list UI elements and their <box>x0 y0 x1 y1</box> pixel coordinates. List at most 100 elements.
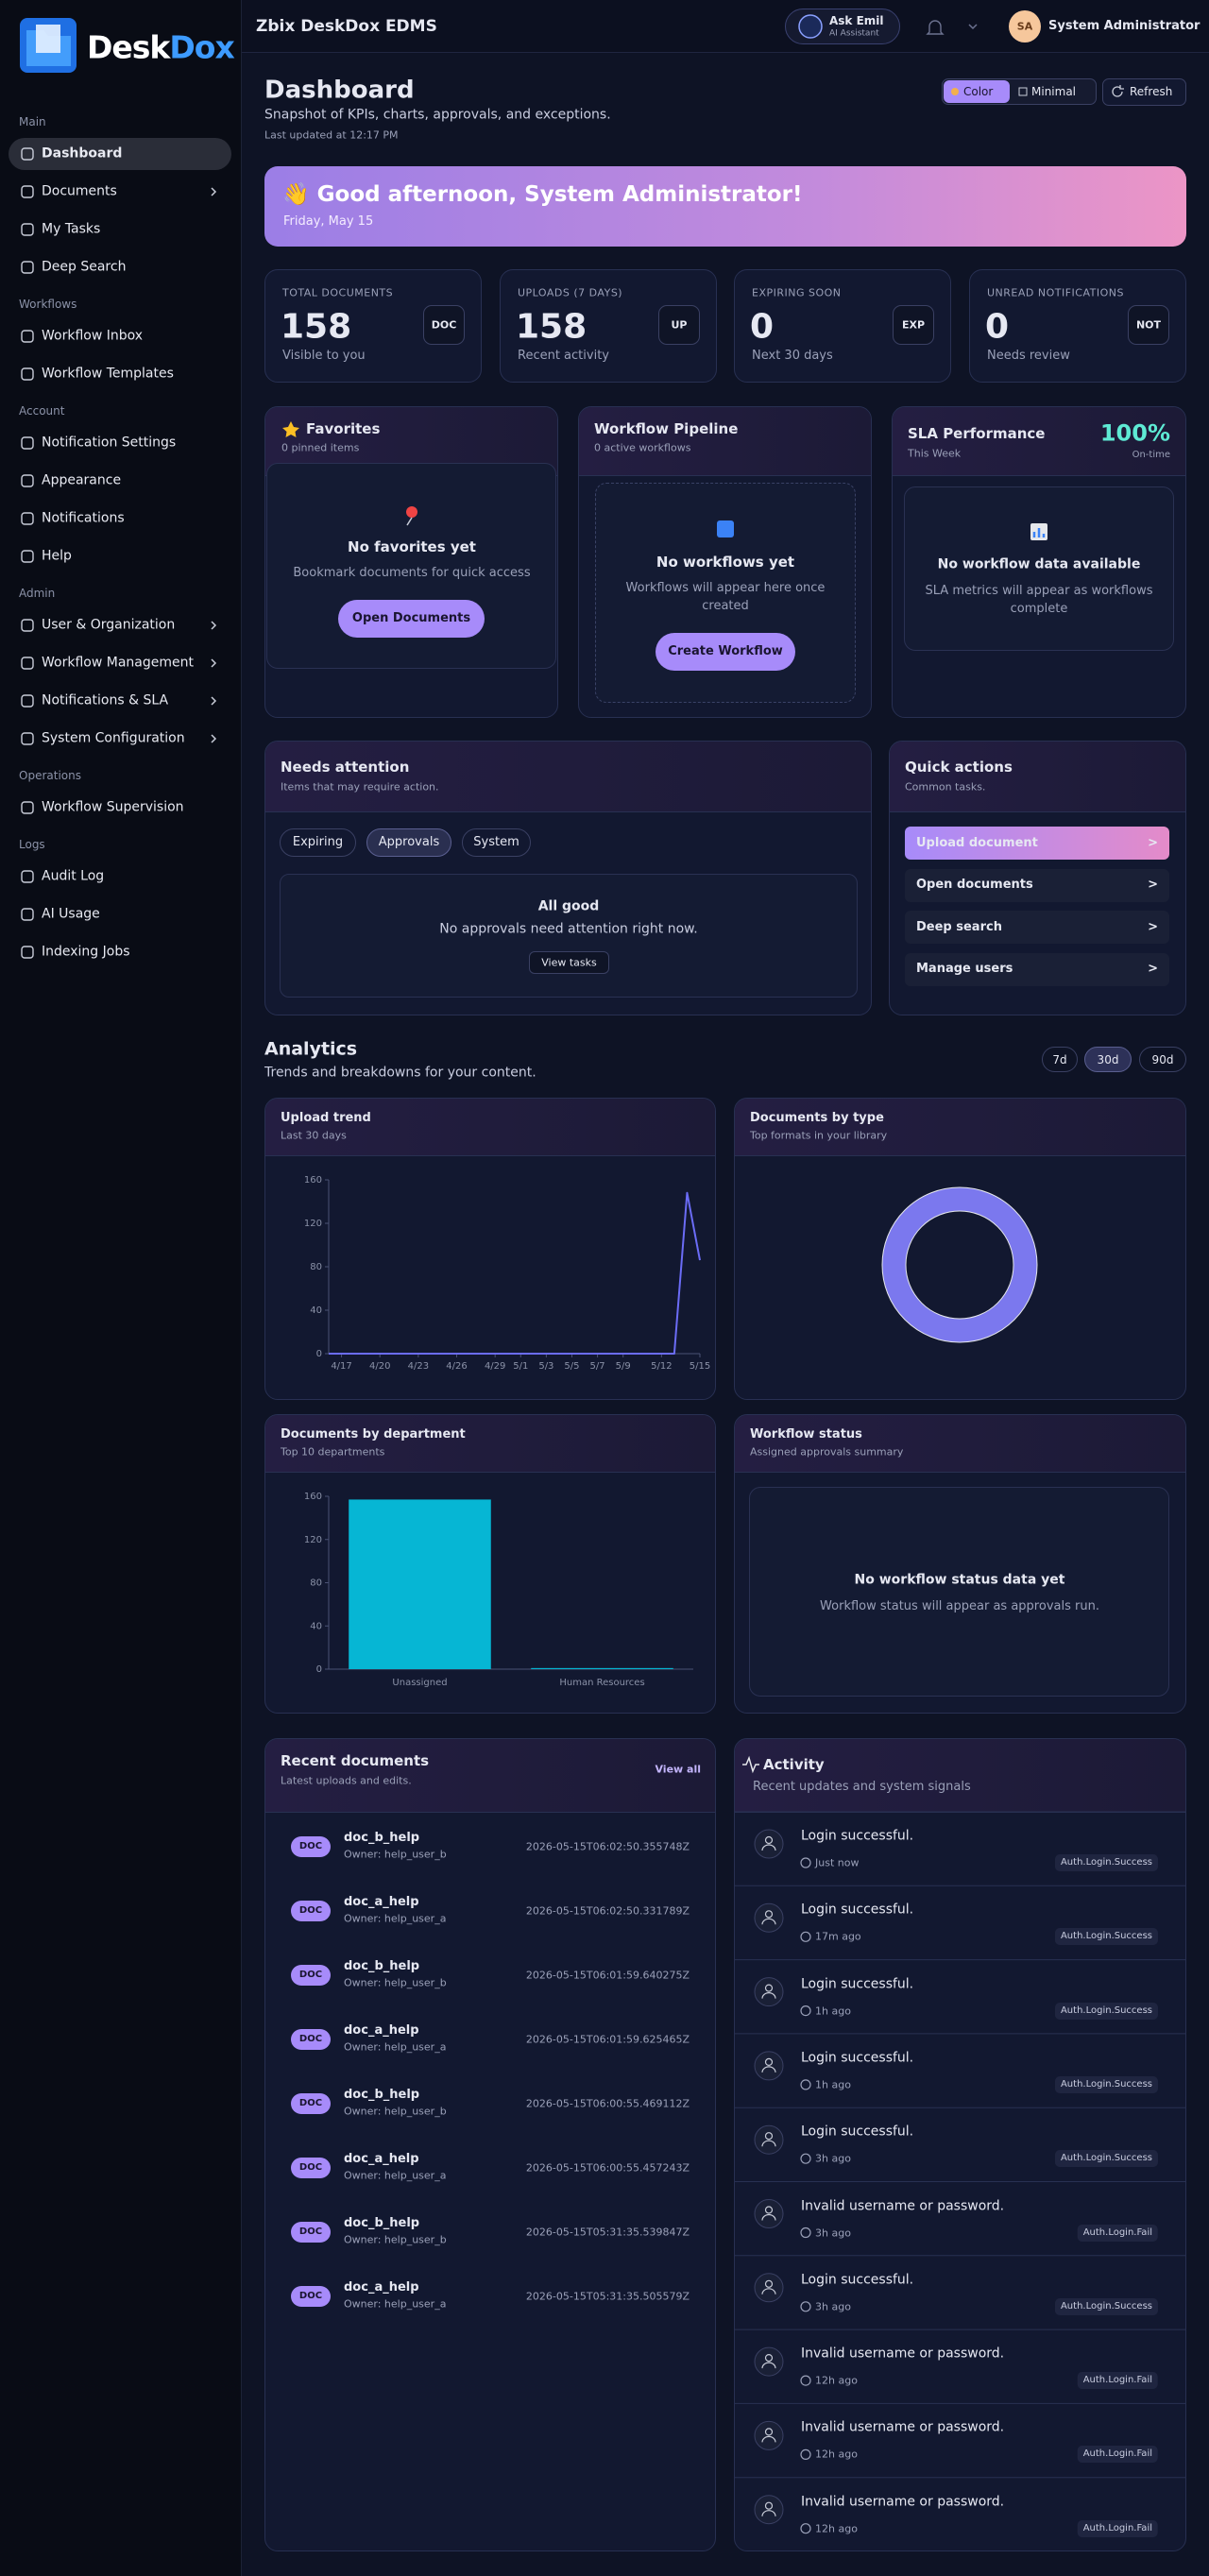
nav-item[interactable]: Indexing Jobs <box>42 944 130 960</box>
filter-tab[interactable] <box>366 828 451 857</box>
greeting-date: Friday, May 15 <box>283 214 374 230</box>
filter-tab[interactable] <box>280 828 356 857</box>
card-subtitle: Common tasks. <box>905 780 986 793</box>
nav-item[interactable]: Dashboard <box>42 145 123 162</box>
quick-action-arrow: > <box>1148 835 1158 850</box>
greeting: 👋 Good afternoon, System Administrator! <box>282 182 803 208</box>
nav-item[interactable]: System Configuration <box>42 730 185 746</box>
doc-owner: Owner: help_user_a <box>344 2040 447 2054</box>
nav-item[interactable]: Workflow Supervision <box>42 799 184 815</box>
sidebar <box>0 0 242 2576</box>
doc-owner: Owner: help_user_b <box>344 1848 447 1861</box>
empty-text: Bookmark documents for quick access <box>293 566 531 581</box>
card-subtitle: Latest uploads and edits. <box>281 1774 412 1787</box>
attention-card-header <box>265 742 871 812</box>
nav-item[interactable]: Notifications <box>42 510 125 526</box>
chart-card-header <box>265 1099 715 1156</box>
activity-tag: Auth.Login.Success <box>1054 2150 1158 2168</box>
doc-badge <box>291 2222 331 2243</box>
range-button[interactable] <box>1139 1047 1186 1072</box>
chart-title: Workflow status <box>750 1427 862 1442</box>
doc-name[interactable]: doc_a_help <box>344 2023 419 2039</box>
view-all-link[interactable]: View all <box>655 1763 701 1776</box>
activity-time: 1h ago <box>815 2078 851 2091</box>
secondary-button[interactable] <box>529 951 609 974</box>
nav-item[interactable]: Workflow Management <box>42 655 194 671</box>
chart-card-header <box>265 1415 715 1473</box>
doc-name[interactable]: doc_b_help <box>344 2216 420 2231</box>
greeting-banner <box>264 166 1186 247</box>
doc-time: 2026-05-15T06:02:50.331789Z <box>525 1904 690 1918</box>
nav-section: Workflows <box>19 297 77 311</box>
kpi-note: Next 30 days <box>752 349 833 364</box>
quick-action[interactable] <box>905 911 1169 944</box>
doc-owner: Owner: help_user_b <box>344 1976 447 1989</box>
recent-card-header <box>265 1739 715 1813</box>
chart-card-header <box>735 1099 1185 1156</box>
quick-action-label: Open documents <box>916 878 1033 893</box>
nav-item[interactable]: Workflow Inbox <box>42 328 144 344</box>
page-subtitle: Snapshot of KPIs, charts, approvals, and… <box>264 107 611 123</box>
assistant-name: Ask Emil <box>829 13 884 27</box>
doc-owner: Owner: help_user_a <box>344 2297 447 2311</box>
quick-action[interactable] <box>905 952 1169 986</box>
nav-item[interactable]: Workflow Templates <box>42 366 174 382</box>
nav-item[interactable]: Appearance <box>42 472 122 488</box>
doc-name[interactable]: doc_b_help <box>344 1959 420 1974</box>
assistant-sub: AI Assistant <box>829 28 879 39</box>
primary-button[interactable] <box>338 600 485 638</box>
mode-label: Minimal <box>1031 84 1077 98</box>
nav-item[interactable]: Notification Settings <box>42 435 177 451</box>
activity-text: Login successful. <box>801 2124 914 2140</box>
nav-section: Admin <box>19 586 56 600</box>
quick-action-arrow: > <box>1148 962 1158 977</box>
activity-text: Login successful. <box>801 2050 914 2066</box>
activity-card-header <box>735 1739 1185 1813</box>
activity-time: 3h ago <box>815 2152 851 2165</box>
recent-card <box>264 1738 716 2551</box>
activity-tag: Auth.Login.Fail <box>1077 2519 1158 2537</box>
user-name[interactable]: System Administrator <box>1048 19 1200 34</box>
doc-name[interactable]: doc_b_help <box>344 2088 420 2103</box>
doc-badge-label: DOC <box>298 1905 323 1916</box>
nav-item[interactable]: Deep Search <box>42 259 127 275</box>
doc-name[interactable]: doc_b_help <box>344 1831 420 1846</box>
kpi-value: 158 <box>281 307 352 347</box>
empty-box <box>904 486 1174 651</box>
activity-tag: Auth.Login.Fail <box>1077 2446 1158 2464</box>
kpi-note: Recent activity <box>518 349 609 364</box>
card-title: Favorites <box>306 420 381 437</box>
quick-action[interactable] <box>905 868 1169 902</box>
kpi-badge-label: NOT <box>1135 318 1162 332</box>
activity-time: 12h ago <box>815 2448 858 2461</box>
doc-name[interactable]: doc_a_help <box>344 1895 419 1910</box>
primary-button[interactable] <box>656 633 795 671</box>
nav-item[interactable]: Notifications & SLA <box>42 692 169 708</box>
filter-tab[interactable] <box>462 828 531 857</box>
mode-label: Color <box>963 84 994 98</box>
filter-tab-label: Expiring <box>292 835 344 850</box>
range-button-label: 90d <box>1151 1052 1174 1066</box>
card-title: Recent documents <box>281 1752 430 1769</box>
doc-name[interactable]: doc_a_help <box>344 2152 419 2167</box>
nav-item[interactable]: Documents <box>42 183 117 199</box>
range-button[interactable] <box>1042 1047 1078 1072</box>
range-button[interactable] <box>1084 1047 1132 1072</box>
kpi-badge <box>1128 305 1169 345</box>
doc-time: 2026-05-15T06:01:59.625465Z <box>525 2033 690 2046</box>
doc-name[interactable]: doc_a_help <box>344 2280 419 2295</box>
quick-action[interactable] <box>905 827 1169 860</box>
chart-title: Documents by type <box>750 1111 884 1126</box>
nav-item[interactable]: AI Usage <box>42 906 100 922</box>
quick-action-label: Deep search <box>916 919 1002 934</box>
nav-item[interactable]: User & Organization <box>42 617 176 633</box>
brand: DeskDox <box>87 29 235 66</box>
nav-active <box>9 138 231 170</box>
refresh-label: Refresh <box>1130 84 1173 98</box>
nav-item[interactable]: Audit Log <box>42 868 105 884</box>
nav-item[interactable]: Help <box>42 548 72 564</box>
doc-owner: Owner: help_user_b <box>344 2233 447 2246</box>
nav-item[interactable]: My Tasks <box>42 221 101 237</box>
